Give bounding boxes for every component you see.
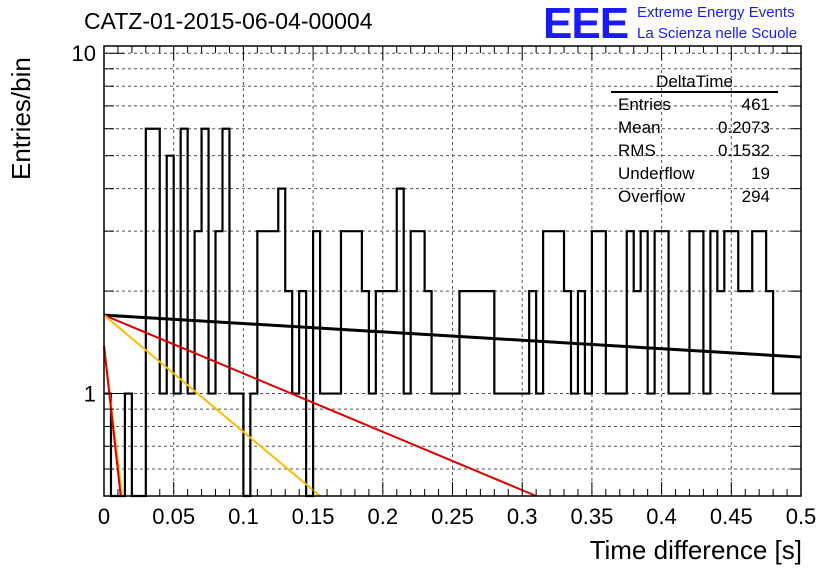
logo-subtitle-2: La Scienza nelle Scuole <box>637 25 798 42</box>
y-tick-label: 1 <box>84 382 96 407</box>
y-axis-label: Entries/bin <box>6 57 36 180</box>
run-title: CATZ-01-2015-06-04-00004 <box>84 8 373 34</box>
y-tick-label: 10 <box>72 41 96 66</box>
x-tick-label: 0 <box>98 504 110 529</box>
stats-row-label: Underflow <box>618 164 695 183</box>
stats-box: DeltaTime Entries 461 Mean 0.2073 RMS 0.1532 Un… <box>611 72 778 206</box>
stats-row-value: 19 <box>751 164 770 183</box>
x-tick-label: 0.45 <box>710 504 753 529</box>
stats-row-value: 461 <box>742 95 770 114</box>
stats-row-value: 294 <box>742 187 770 206</box>
x-tick-label: 0.2 <box>368 504 399 529</box>
fit-curve-yellow <box>103 314 321 497</box>
stats-row-label: Entries <box>618 95 671 114</box>
fit-curve-black <box>103 313 802 359</box>
stats-row-label: Overflow <box>618 187 686 206</box>
histogram-steps <box>104 127 801 498</box>
x-tick-label: 0.5 <box>786 504 817 529</box>
histogram-layer <box>104 127 801 498</box>
x-tick-label: 0.3 <box>507 504 538 529</box>
stats-row-value: 0.2073 <box>718 118 770 137</box>
fit-curves-layer <box>103 313 802 497</box>
x-tick-label: 0.4 <box>646 504 677 529</box>
stats-row-label: Mean <box>618 118 661 137</box>
x-tick-label: 0.35 <box>570 504 613 529</box>
fit-curve-red <box>103 314 537 497</box>
axes-layer: 0 0.05 0.1 0.15 0.2 0.25 0.3 0.35 0.4 0.45 0.5 1 10 <box>72 41 817 529</box>
x-tick-label: 0.1 <box>228 504 259 529</box>
x-tick-label: 0.15 <box>292 504 335 529</box>
stats-row-label: RMS <box>618 141 656 160</box>
stats-title: DeltaTime <box>656 72 733 91</box>
fit-curve-red <box>103 345 122 497</box>
logo-subtitle-1: Extreme Energy Events <box>637 4 795 21</box>
stats-row-value: 0.1532 <box>718 141 770 160</box>
x-tick-label: 0.25 <box>431 504 474 529</box>
eee-logo: EEE <box>543 0 629 48</box>
x-tick-label: 0.05 <box>152 504 195 529</box>
x-axis-label: Time difference [s] <box>589 535 802 565</box>
